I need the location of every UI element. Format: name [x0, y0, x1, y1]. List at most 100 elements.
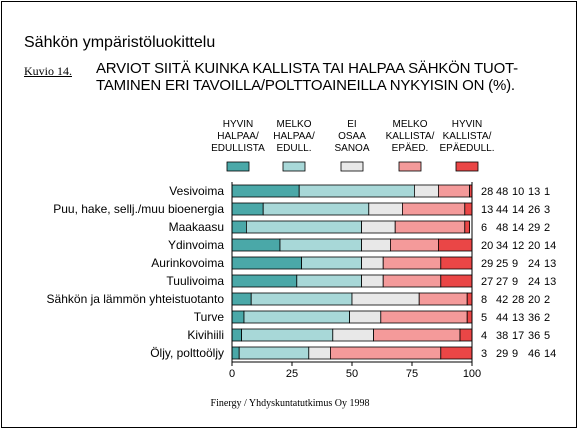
category-label: Aurinkovoima [151, 256, 224, 270]
bar-segment [437, 184, 470, 198]
bar-segment [231, 256, 302, 270]
data-value-label: 4 [481, 330, 487, 342]
bar-segment [231, 292, 252, 306]
data-value-label: 3 [481, 348, 487, 360]
data-value-label: 6 [481, 222, 487, 234]
data-value-label: 14 [544, 240, 556, 252]
legend-label: EI [347, 119, 356, 130]
bar-segment [329, 346, 442, 360]
data-value-label: 26 [528, 204, 540, 216]
bar-segment [382, 274, 442, 288]
data-value-label: 27 [496, 276, 508, 288]
bar-segment [250, 292, 353, 306]
data-value-label: 14 [544, 348, 556, 360]
data-value-label: 10 [512, 186, 524, 198]
bar-segment [440, 274, 473, 288]
bar-segment [308, 346, 331, 360]
bar-segment [262, 202, 370, 216]
data-value-label: 29 [496, 348, 508, 360]
legend-label: HALPAA/ [273, 131, 315, 142]
bar-segment [464, 202, 473, 216]
data-value-label: 29 [528, 222, 540, 234]
data-value-label: 1 [544, 186, 550, 198]
data-value-label: 12 [512, 240, 524, 252]
bar-segment [231, 220, 247, 234]
bar-segment [238, 346, 310, 360]
category-label: Vesivoima [169, 184, 224, 198]
bar-segment [361, 274, 384, 288]
data-value-label: 44 [496, 204, 508, 216]
bar-segment [459, 328, 473, 342]
data-value-label: 13 [481, 204, 493, 216]
legend-swatch [282, 161, 306, 172]
bar-segment [231, 238, 281, 252]
data-value-label: 17 [512, 330, 524, 342]
legend-swatch [398, 161, 422, 172]
source-note: Finergy / Yhdyskuntatutkimus Oy 1998 [210, 398, 370, 409]
bar-segment [231, 310, 245, 324]
data-value-label: 9 [512, 348, 518, 360]
data-value-label: 25 [496, 258, 508, 270]
x-tick-label: 0 [229, 368, 235, 380]
data-value-label: 42 [496, 294, 508, 306]
legend-label: KALLISTA/ [386, 131, 435, 142]
category-label: Ydinvoima [168, 238, 224, 252]
figure-label: Kuvio 14. [24, 64, 72, 78]
data-value-label: 20 [528, 240, 540, 252]
data-value-label: 13 [544, 276, 556, 288]
bar-segment [440, 256, 473, 270]
bar-segment [279, 238, 362, 252]
data-value-label: 46 [528, 348, 540, 360]
category-label: Kivihiili [187, 328, 224, 342]
data-value-label: 5 [544, 330, 550, 342]
bar-segment [241, 328, 334, 342]
bar-segment [394, 220, 466, 234]
category-label: Tuulivoima [166, 274, 224, 288]
bar-segment [389, 238, 439, 252]
data-value-label: 48 [496, 186, 508, 198]
bar-segment [440, 346, 473, 360]
data-value-label: 29 [481, 258, 493, 270]
data-value-label: 28 [512, 294, 524, 306]
data-value-label: 24 [528, 258, 540, 270]
bar-segment [298, 184, 415, 198]
legend-label: EDULL. [276, 143, 311, 154]
legend-label: EPÄEDULL. [439, 142, 494, 154]
legend-swatch [226, 161, 250, 172]
bar-segment [418, 292, 468, 306]
bar-segment [245, 220, 362, 234]
data-value-label: 9 [512, 276, 518, 288]
data-value-label: 13 [544, 258, 556, 270]
x-tick-label: 50 [346, 368, 358, 380]
bar-segment [361, 220, 396, 234]
data-value-label: 9 [512, 258, 518, 270]
bar-segment [243, 310, 350, 324]
bar-segment [301, 256, 363, 270]
data-value-label: 27 [481, 276, 493, 288]
data-value-label: 5 [481, 312, 487, 324]
legend-label: HYVIN [452, 119, 483, 130]
x-tick-label: 25 [286, 368, 298, 380]
data-value-label: 2 [544, 294, 550, 306]
bar-segment [466, 292, 473, 306]
chart-subtitle: ARVIOT SIITÄ KUINKA KALLISTA TAI HALPAA … [96, 60, 566, 94]
legend-label: KALLISTA/ [443, 131, 492, 142]
category-label: Puu, hake, sellj./muu bioenergia [53, 202, 224, 216]
legend-swatch [340, 161, 364, 172]
bar-segment [231, 346, 240, 360]
legend-label: HYVIN [223, 119, 254, 130]
category-label: Sähkön ja lämmön yhteistuotanto [47, 292, 225, 306]
data-value-label: 38 [496, 330, 508, 342]
data-value-label: 20 [528, 294, 540, 306]
bar-segment [466, 310, 473, 324]
legend-label: EDULLISTA [211, 143, 265, 154]
bar-segment [464, 220, 470, 234]
bar-segment [231, 274, 298, 288]
data-value-label: 2 [544, 222, 550, 234]
category-label: Öljy, polttoöljy [150, 346, 224, 360]
data-value-label: 13 [528, 186, 540, 198]
data-value-label: 2 [544, 312, 550, 324]
bar-segment [231, 328, 242, 342]
data-value-label: 36 [528, 312, 540, 324]
